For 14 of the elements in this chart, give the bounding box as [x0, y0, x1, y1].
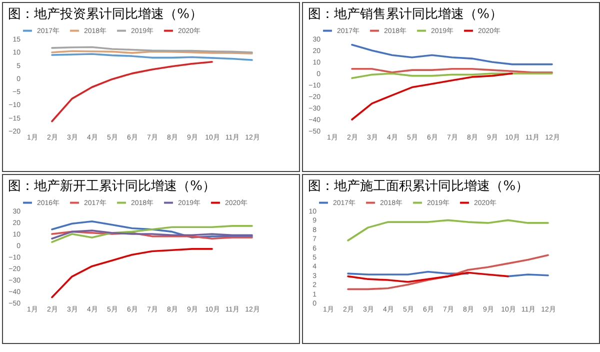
- line-series: [51, 60, 213, 122]
- line-series: [347, 254, 549, 290]
- line-series: [51, 248, 213, 298]
- line-series: [351, 44, 553, 66]
- line-series: [347, 272, 509, 283]
- chart-title: 图：地产投资累计同比增速（%）: [8, 7, 202, 22]
- line-series: [351, 72, 513, 120]
- chart-title: 图：地产销售累计同比增速（%）: [308, 7, 502, 22]
- line-series: [51, 220, 253, 238]
- chart-title: 图：地产施工面积累计同比增速（%）: [308, 179, 529, 194]
- line-series: [51, 225, 253, 243]
- line-series: [51, 53, 253, 61]
- chart-title: 图：地产新开工累计同比增速（%）: [8, 179, 216, 194]
- line-series: [347, 219, 549, 242]
